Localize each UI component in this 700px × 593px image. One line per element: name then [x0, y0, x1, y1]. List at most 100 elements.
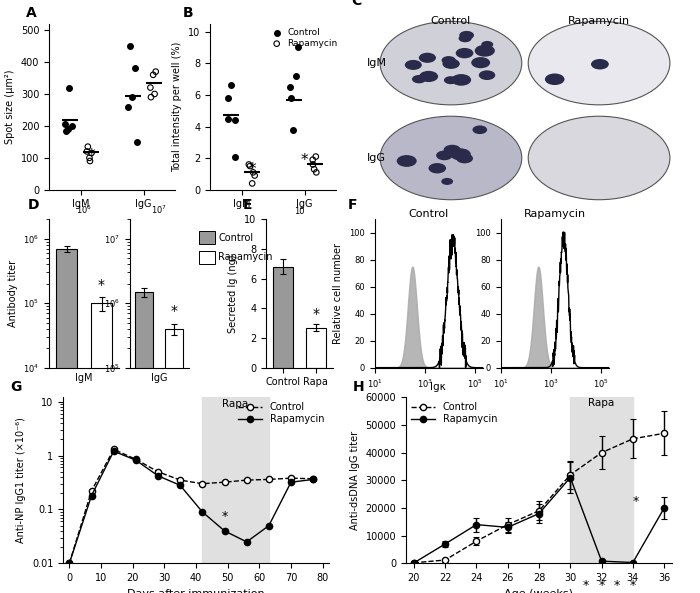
Circle shape — [481, 41, 493, 48]
Point — [310, 152, 321, 161]
Point — [223, 114, 234, 123]
Point — [64, 83, 75, 93]
Circle shape — [441, 178, 453, 185]
Point — [225, 81, 237, 90]
Circle shape — [475, 45, 495, 57]
Text: *: * — [630, 579, 636, 592]
Circle shape — [412, 75, 426, 84]
Point — [130, 63, 141, 73]
Circle shape — [419, 71, 438, 82]
Point — [307, 155, 318, 164]
Point — [290, 71, 302, 81]
X-axis label: Days after immunization: Days after immunization — [127, 589, 265, 593]
X-axis label: Age (weeks): Age (weeks) — [505, 589, 573, 593]
Text: Rapamycin: Rapamycin — [568, 15, 630, 25]
Point — [131, 137, 142, 146]
Point — [288, 125, 299, 135]
Point — [148, 70, 159, 79]
Legend: Control, Rapamycin: Control, Rapamycin — [237, 402, 324, 424]
Text: 10: 10 — [294, 208, 304, 216]
Text: Igκ: Igκ — [430, 382, 445, 393]
Circle shape — [456, 154, 473, 163]
Text: Rapamycin: Rapamycin — [218, 253, 273, 262]
Text: *: * — [248, 162, 256, 177]
Circle shape — [471, 57, 490, 68]
Text: Control: Control — [218, 233, 253, 243]
Circle shape — [380, 116, 522, 200]
Circle shape — [444, 76, 458, 84]
Y-axis label: Relative cell number: Relative cell number — [333, 243, 344, 344]
Bar — [570, 397, 633, 563]
Y-axis label: Anti-dsDNA IgG titer: Anti-dsDNA IgG titer — [350, 431, 360, 530]
Point — [248, 168, 259, 177]
Point — [309, 164, 320, 174]
Point — [84, 153, 95, 162]
Text: *: * — [633, 495, 639, 508]
Bar — [165, 329, 183, 593]
Point — [244, 161, 256, 171]
Y-axis label: Spot size (μm²): Spot size (μm²) — [5, 69, 15, 144]
Point — [307, 160, 318, 169]
Circle shape — [442, 59, 460, 69]
Text: *: * — [88, 148, 94, 162]
Point — [229, 116, 240, 125]
Text: $10^7$: $10^7$ — [151, 204, 167, 216]
Point — [85, 157, 96, 166]
Text: B: B — [182, 7, 193, 20]
Point — [61, 126, 72, 135]
Circle shape — [450, 148, 471, 161]
Bar — [272, 267, 293, 368]
Circle shape — [428, 163, 446, 173]
Circle shape — [444, 145, 461, 155]
Text: *: * — [583, 579, 589, 592]
Point — [149, 89, 160, 98]
Y-axis label: Total intensity per well (%): Total intensity per well (%) — [172, 42, 183, 172]
Y-axis label: Secreted Ig (ng): Secreted Ig (ng) — [228, 254, 239, 333]
Text: Rapa: Rapa — [589, 398, 615, 407]
Point — [244, 160, 255, 169]
Circle shape — [397, 155, 416, 167]
Text: Control: Control — [430, 15, 471, 25]
Point — [311, 168, 322, 177]
Text: IgG: IgG — [368, 153, 386, 163]
Bar — [91, 303, 112, 593]
Bar — [306, 327, 326, 368]
Text: *: * — [221, 511, 228, 524]
Point — [249, 171, 260, 180]
Point — [60, 120, 71, 129]
Y-axis label: Anti-NP IgG1 titer (×10⁻⁶): Anti-NP IgG1 titer (×10⁻⁶) — [16, 417, 27, 543]
Point — [292, 43, 303, 52]
Y-axis label: Antibody titer: Antibody titer — [8, 260, 18, 327]
Point — [284, 82, 295, 92]
Point — [66, 121, 78, 130]
Point — [82, 142, 93, 151]
Bar — [202, 397, 269, 563]
Bar — [56, 249, 77, 593]
Circle shape — [456, 48, 473, 58]
Circle shape — [442, 56, 456, 65]
Circle shape — [479, 71, 496, 80]
Point — [127, 93, 138, 102]
Point — [223, 93, 234, 103]
Text: *: * — [244, 538, 250, 551]
Text: *: * — [98, 278, 105, 292]
Text: *: * — [266, 523, 272, 536]
Point — [86, 148, 97, 158]
Bar — [135, 292, 153, 593]
Point — [62, 125, 74, 134]
Circle shape — [458, 34, 472, 42]
Circle shape — [405, 60, 422, 70]
Text: H: H — [353, 380, 365, 394]
Circle shape — [452, 74, 471, 86]
Point — [230, 152, 241, 161]
Circle shape — [436, 151, 453, 160]
Circle shape — [528, 116, 670, 200]
Circle shape — [473, 125, 487, 134]
Text: $10^6$: $10^6$ — [76, 204, 92, 216]
Text: *: * — [301, 152, 308, 168]
Circle shape — [591, 59, 609, 69]
Point — [150, 67, 161, 76]
Legend: Control, Rapamycin: Control, Rapamycin — [267, 28, 338, 48]
Text: *: * — [171, 304, 178, 317]
Title: Control: Control — [409, 209, 449, 219]
